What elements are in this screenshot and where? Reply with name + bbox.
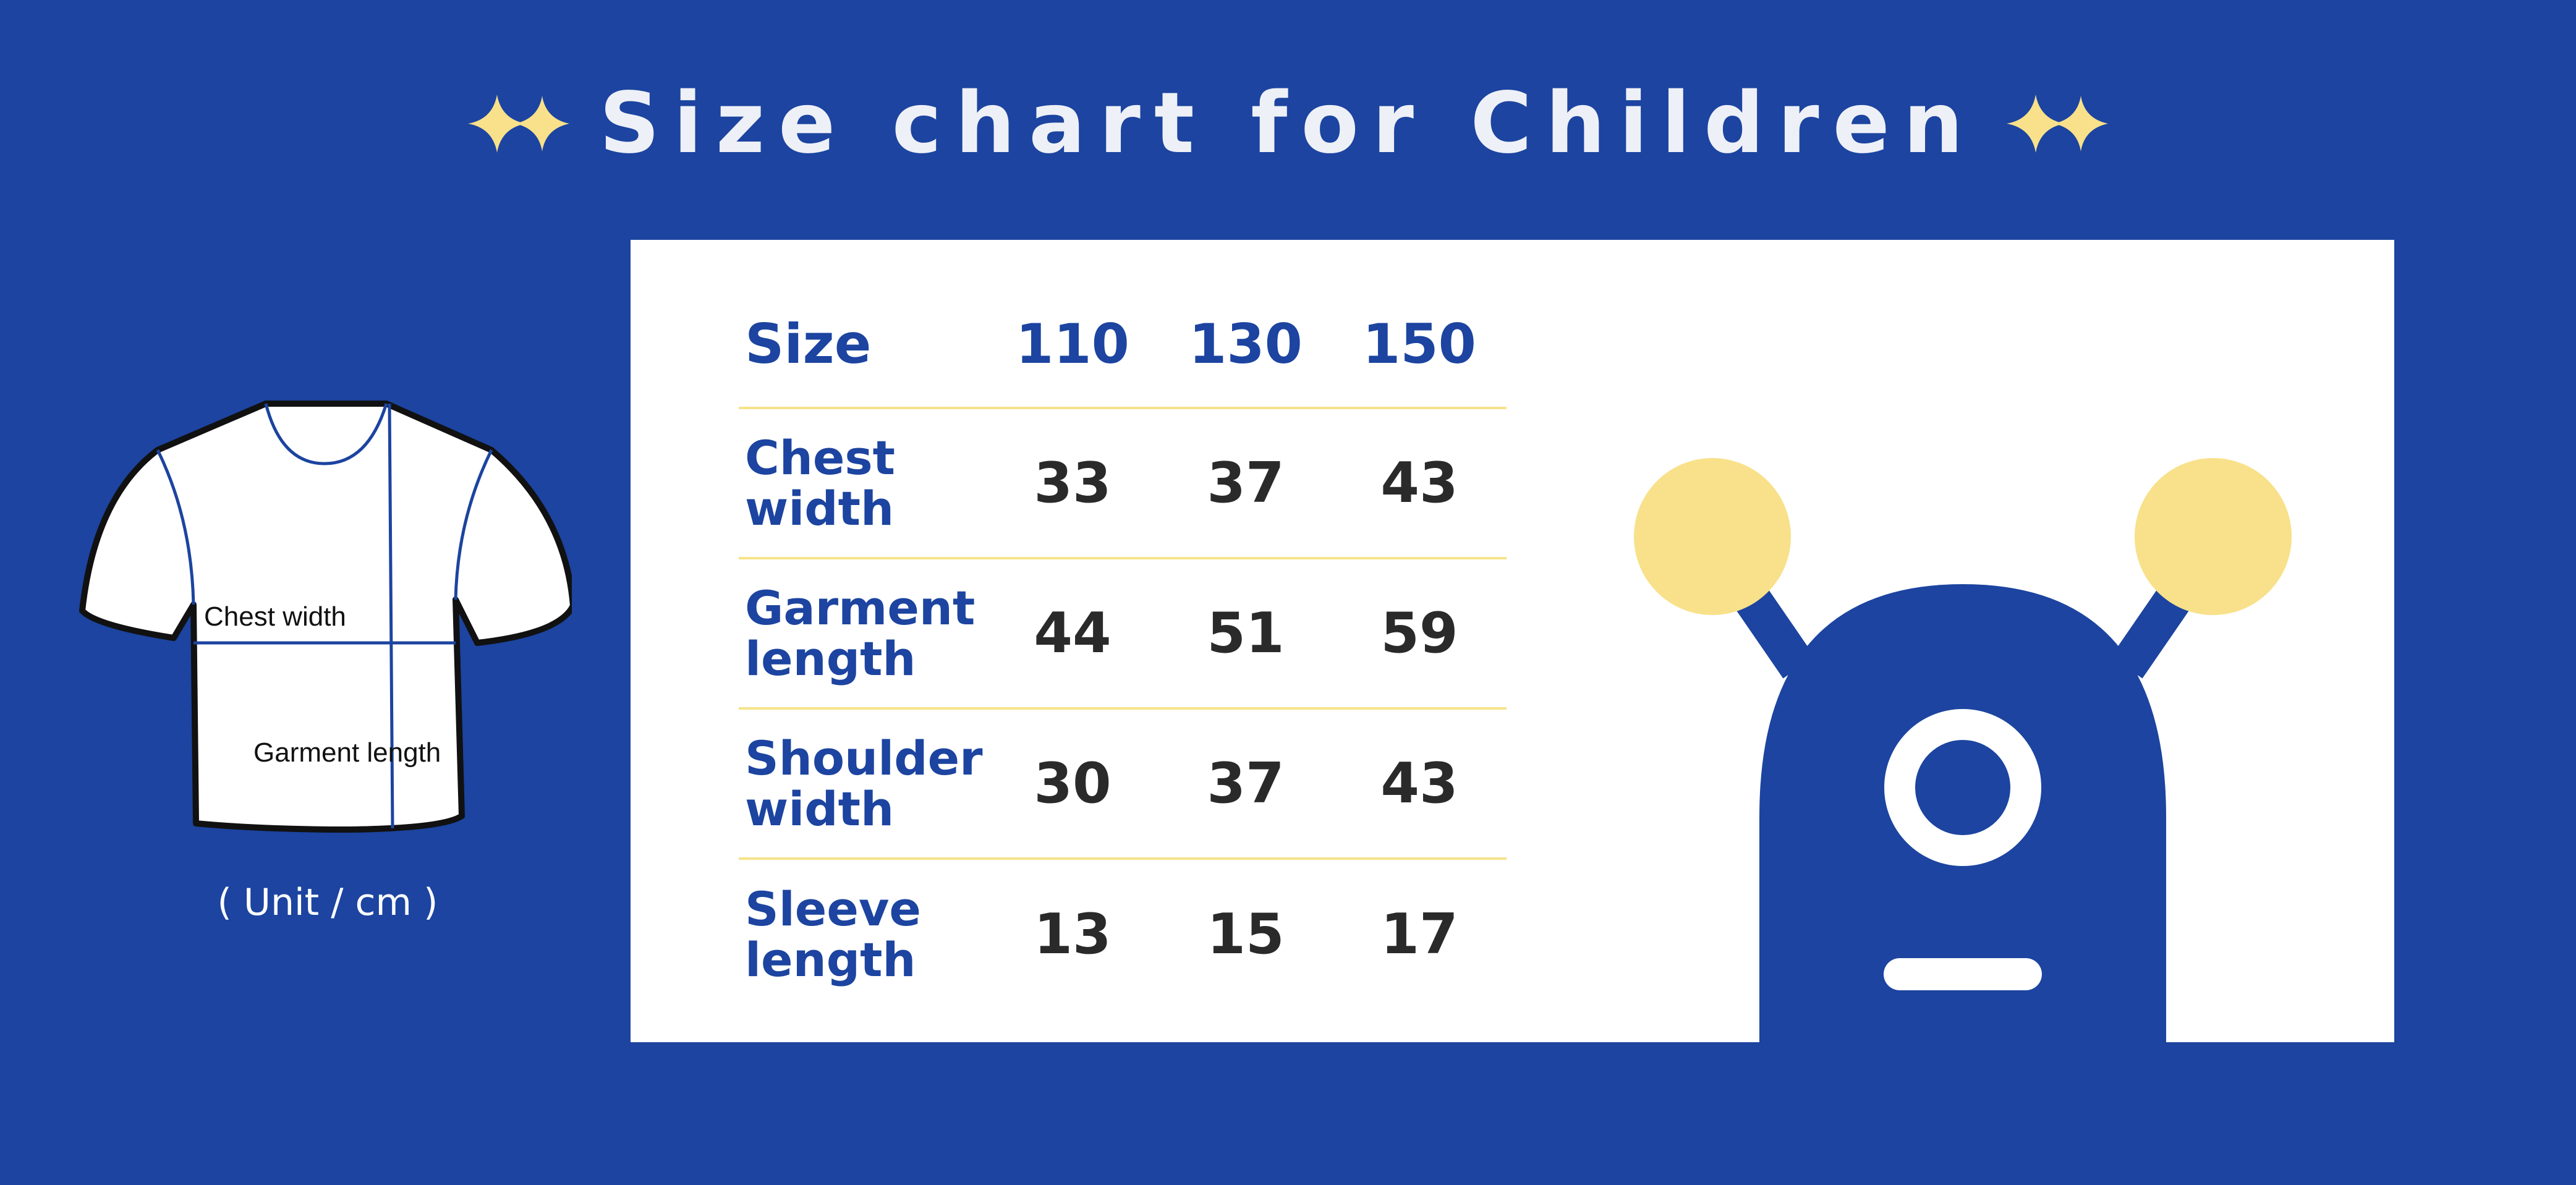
table-row: Sleeve length 13 15 17 [739, 859, 1507, 1009]
table-row: Shoulder width 30 37 43 [739, 708, 1507, 859]
table-cell: 13 [1034, 902, 1112, 967]
table-cell: 43 [1380, 751, 1458, 816]
table-header-row: Size 110 130 150 [739, 300, 1507, 408]
tshirt-illustration: Chest width Garment length [79, 401, 572, 833]
row-label: Shoulder width [745, 730, 983, 836]
table-cell: 44 [1034, 601, 1112, 666]
sparkle-icon [468, 95, 570, 153]
table-cell: 17 [1380, 902, 1458, 967]
table-row: Chest width 33 37 43 [739, 408, 1507, 558]
size-header: 110 [1016, 312, 1129, 376]
tshirt-outline [79, 401, 572, 833]
chest-width-label: Chest width [204, 601, 346, 632]
row-label: Garment length [745, 580, 976, 686]
garment-length-line [388, 403, 394, 829]
garment-length-label: Garment length [253, 737, 441, 768]
title-row: Size chart for Children [0, 74, 2576, 173]
monster-antenna-ball-left [1634, 458, 1791, 615]
table-cell: 30 [1034, 751, 1112, 816]
tshirt-armhole-right [454, 449, 493, 600]
table-cell: 37 [1207, 451, 1285, 516]
size-header: 150 [1362, 312, 1476, 376]
monster-mouth [1884, 958, 2042, 990]
sparkle-icon [2006, 95, 2108, 153]
size-column-label: Size [745, 312, 872, 376]
tshirt-collar [264, 403, 388, 465]
monster-eye [1884, 709, 2041, 866]
page-title: Size chart for Children [599, 75, 1977, 172]
row-label: Sleeve length [745, 881, 921, 987]
table-cell: 37 [1207, 751, 1285, 816]
table-row: Garment length 44 51 59 [739, 558, 1507, 708]
size-header: 130 [1189, 312, 1303, 376]
table-cell: 15 [1207, 902, 1285, 967]
monster-illustration [1634, 458, 2292, 1042]
unit-label: ( Unit / cm ) [217, 881, 438, 924]
table-cell: 43 [1380, 451, 1458, 516]
monster-antenna-ball-right [2135, 458, 2292, 615]
tshirt-armhole-left [156, 449, 195, 605]
table-cell: 51 [1207, 601, 1285, 666]
monster-body [1759, 584, 2166, 1042]
row-label: Chest width [745, 430, 895, 536]
table-cell: 33 [1034, 451, 1112, 516]
table-cell: 59 [1380, 601, 1458, 666]
size-table: Size 110 130 150 Chest width 33 37 43 Ga… [739, 300, 1507, 1009]
